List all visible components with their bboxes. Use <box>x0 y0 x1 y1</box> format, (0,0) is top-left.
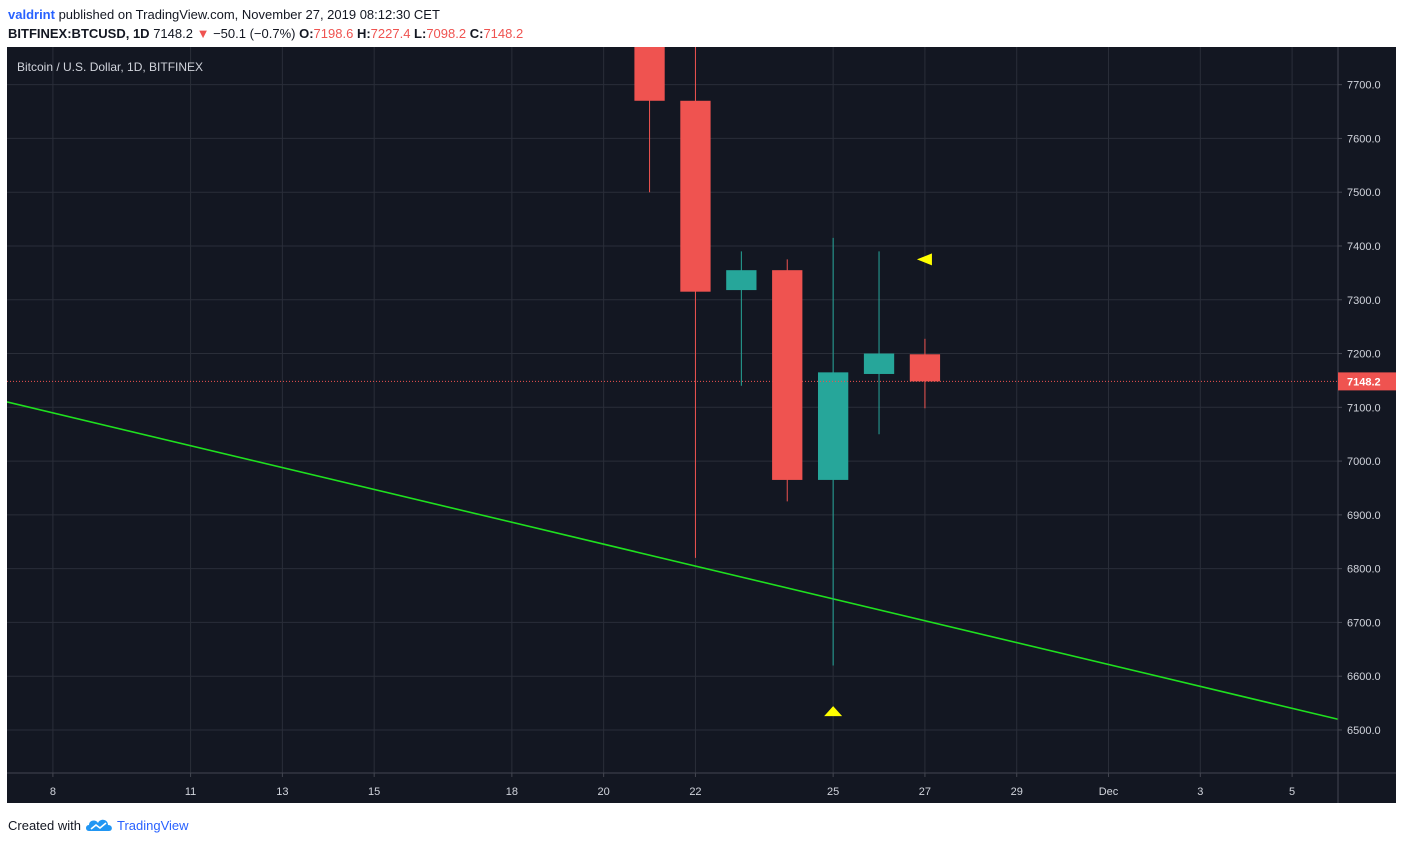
high-label: H: <box>356 26 371 41</box>
tradingview-cloud-icon <box>85 819 112 831</box>
price-change: −50.1 (−0.7%) <box>213 26 296 41</box>
low-value: 7098.2 <box>426 26 467 41</box>
last-price: 7148.2 <box>153 26 193 41</box>
time-tick-label: 8 <box>50 786 56 798</box>
high-value: 7227.4 <box>370 26 411 41</box>
time-axis[interactable]: 8 11 13 15 18 20 22 25 27 29 Dec 3 5 <box>50 773 1295 798</box>
publish-info: valdrint published on TradingView.com, N… <box>8 7 440 22</box>
time-tick-label: 29 <box>1011 786 1023 798</box>
candle-body <box>726 270 757 291</box>
time-tick-label: 5 <box>1289 786 1295 798</box>
candle-down <box>909 338 941 409</box>
low-label: L: <box>414 26 427 41</box>
candle-body <box>817 372 849 480</box>
candle-body <box>909 354 941 382</box>
price-tick-label: 6600.0 <box>1347 671 1381 683</box>
price-tick-label: 7600.0 <box>1347 133 1381 145</box>
candle-body <box>772 270 803 480</box>
candle-down <box>680 47 711 558</box>
trendline <box>6 401 1339 721</box>
candle-body <box>634 47 665 101</box>
author-name[interactable]: valdrint <box>8 7 55 22</box>
price-tick-label: 6900.0 <box>1347 510 1381 522</box>
price-tick-label: 7500.0 <box>1347 187 1381 199</box>
markers-layer <box>824 253 932 717</box>
time-tick-label: 27 <box>919 786 931 798</box>
time-tick-label: 3 <box>1197 786 1203 798</box>
candles-layer <box>634 47 941 666</box>
time-tick-label: 18 <box>506 786 518 798</box>
close-label: C: <box>469 26 484 41</box>
price-tick-label: 6800.0 <box>1347 564 1381 576</box>
price-tick-label: 7400.0 <box>1347 241 1381 253</box>
time-tick-label: 25 <box>827 786 839 798</box>
price-tick-label: 7100.0 <box>1347 402 1381 414</box>
chart-container[interactable]: 6500.0 6600.0 6700.0 6800.0 6900.0 7000.0 7100… <box>6 47 1396 803</box>
close-value: 7148.2 <box>483 26 524 41</box>
time-tick-label: Dec <box>1099 786 1119 798</box>
candle-body <box>863 353 895 374</box>
candle-down <box>634 47 665 193</box>
time-tick-label: 20 <box>598 786 610 798</box>
last-price-label-layer: 7148.2 <box>1338 372 1396 391</box>
price-axis-background <box>1338 47 1396 773</box>
price-tick-label: 7000.0 <box>1347 456 1381 468</box>
symbol-name: BITFINEX:BTCUSD, 1D <box>8 26 150 41</box>
chart-title: Bitcoin / U.S. Dollar, 1D, BITFINEX <box>17 60 203 74</box>
symbol-info-bar: BITFINEX:BTCUSD, 1D 7148.2 ▼ −50.1 (−0.7… <box>8 26 523 41</box>
down-arrow-icon: ▼ <box>196 26 210 41</box>
candle-up <box>726 251 757 386</box>
open-label: O: <box>299 26 314 41</box>
price-tick-label: 6500.0 <box>1347 725 1381 737</box>
last-price-tag-label: 7148.2 <box>1347 376 1381 388</box>
triangle-up-marker <box>824 706 843 717</box>
candle-down <box>772 259 803 502</box>
last-price-tag <box>1338 372 1396 391</box>
candle-body <box>680 100 711 292</box>
price-tick-label: 7200.0 <box>1347 349 1381 361</box>
time-tick-label: 13 <box>276 786 288 798</box>
candle-up <box>863 251 895 435</box>
price-tick-label: 7700.0 <box>1347 80 1381 92</box>
created-with-text: Created with <box>8 817 81 833</box>
footer: Created with TradingView <box>8 817 189 833</box>
time-tick-label: 11 <box>185 786 196 798</box>
published-text: published on TradingView.com, November 2… <box>54 7 440 22</box>
trendline-layer <box>6 401 1339 721</box>
tradingview-link[interactable]: TradingView <box>116 817 189 833</box>
price-tick-label: 6700.0 <box>1347 617 1381 629</box>
time-tick-label: 15 <box>368 786 380 798</box>
time-tick-label: 22 <box>689 786 701 798</box>
open-value: 7198.6 <box>313 26 354 41</box>
price-tick-label: 7300.0 <box>1347 295 1381 307</box>
triangle-left-marker <box>916 253 932 266</box>
candle-up <box>817 237 849 666</box>
grid-lines <box>7 47 1338 773</box>
price-axis[interactable]: 6500.0 6600.0 6700.0 6800.0 6900.0 7000.0 7100… <box>1338 80 1381 737</box>
price-chart[interactable]: 6500.0 6600.0 6700.0 6800.0 6900.0 7000.0 7100… <box>6 47 1396 803</box>
